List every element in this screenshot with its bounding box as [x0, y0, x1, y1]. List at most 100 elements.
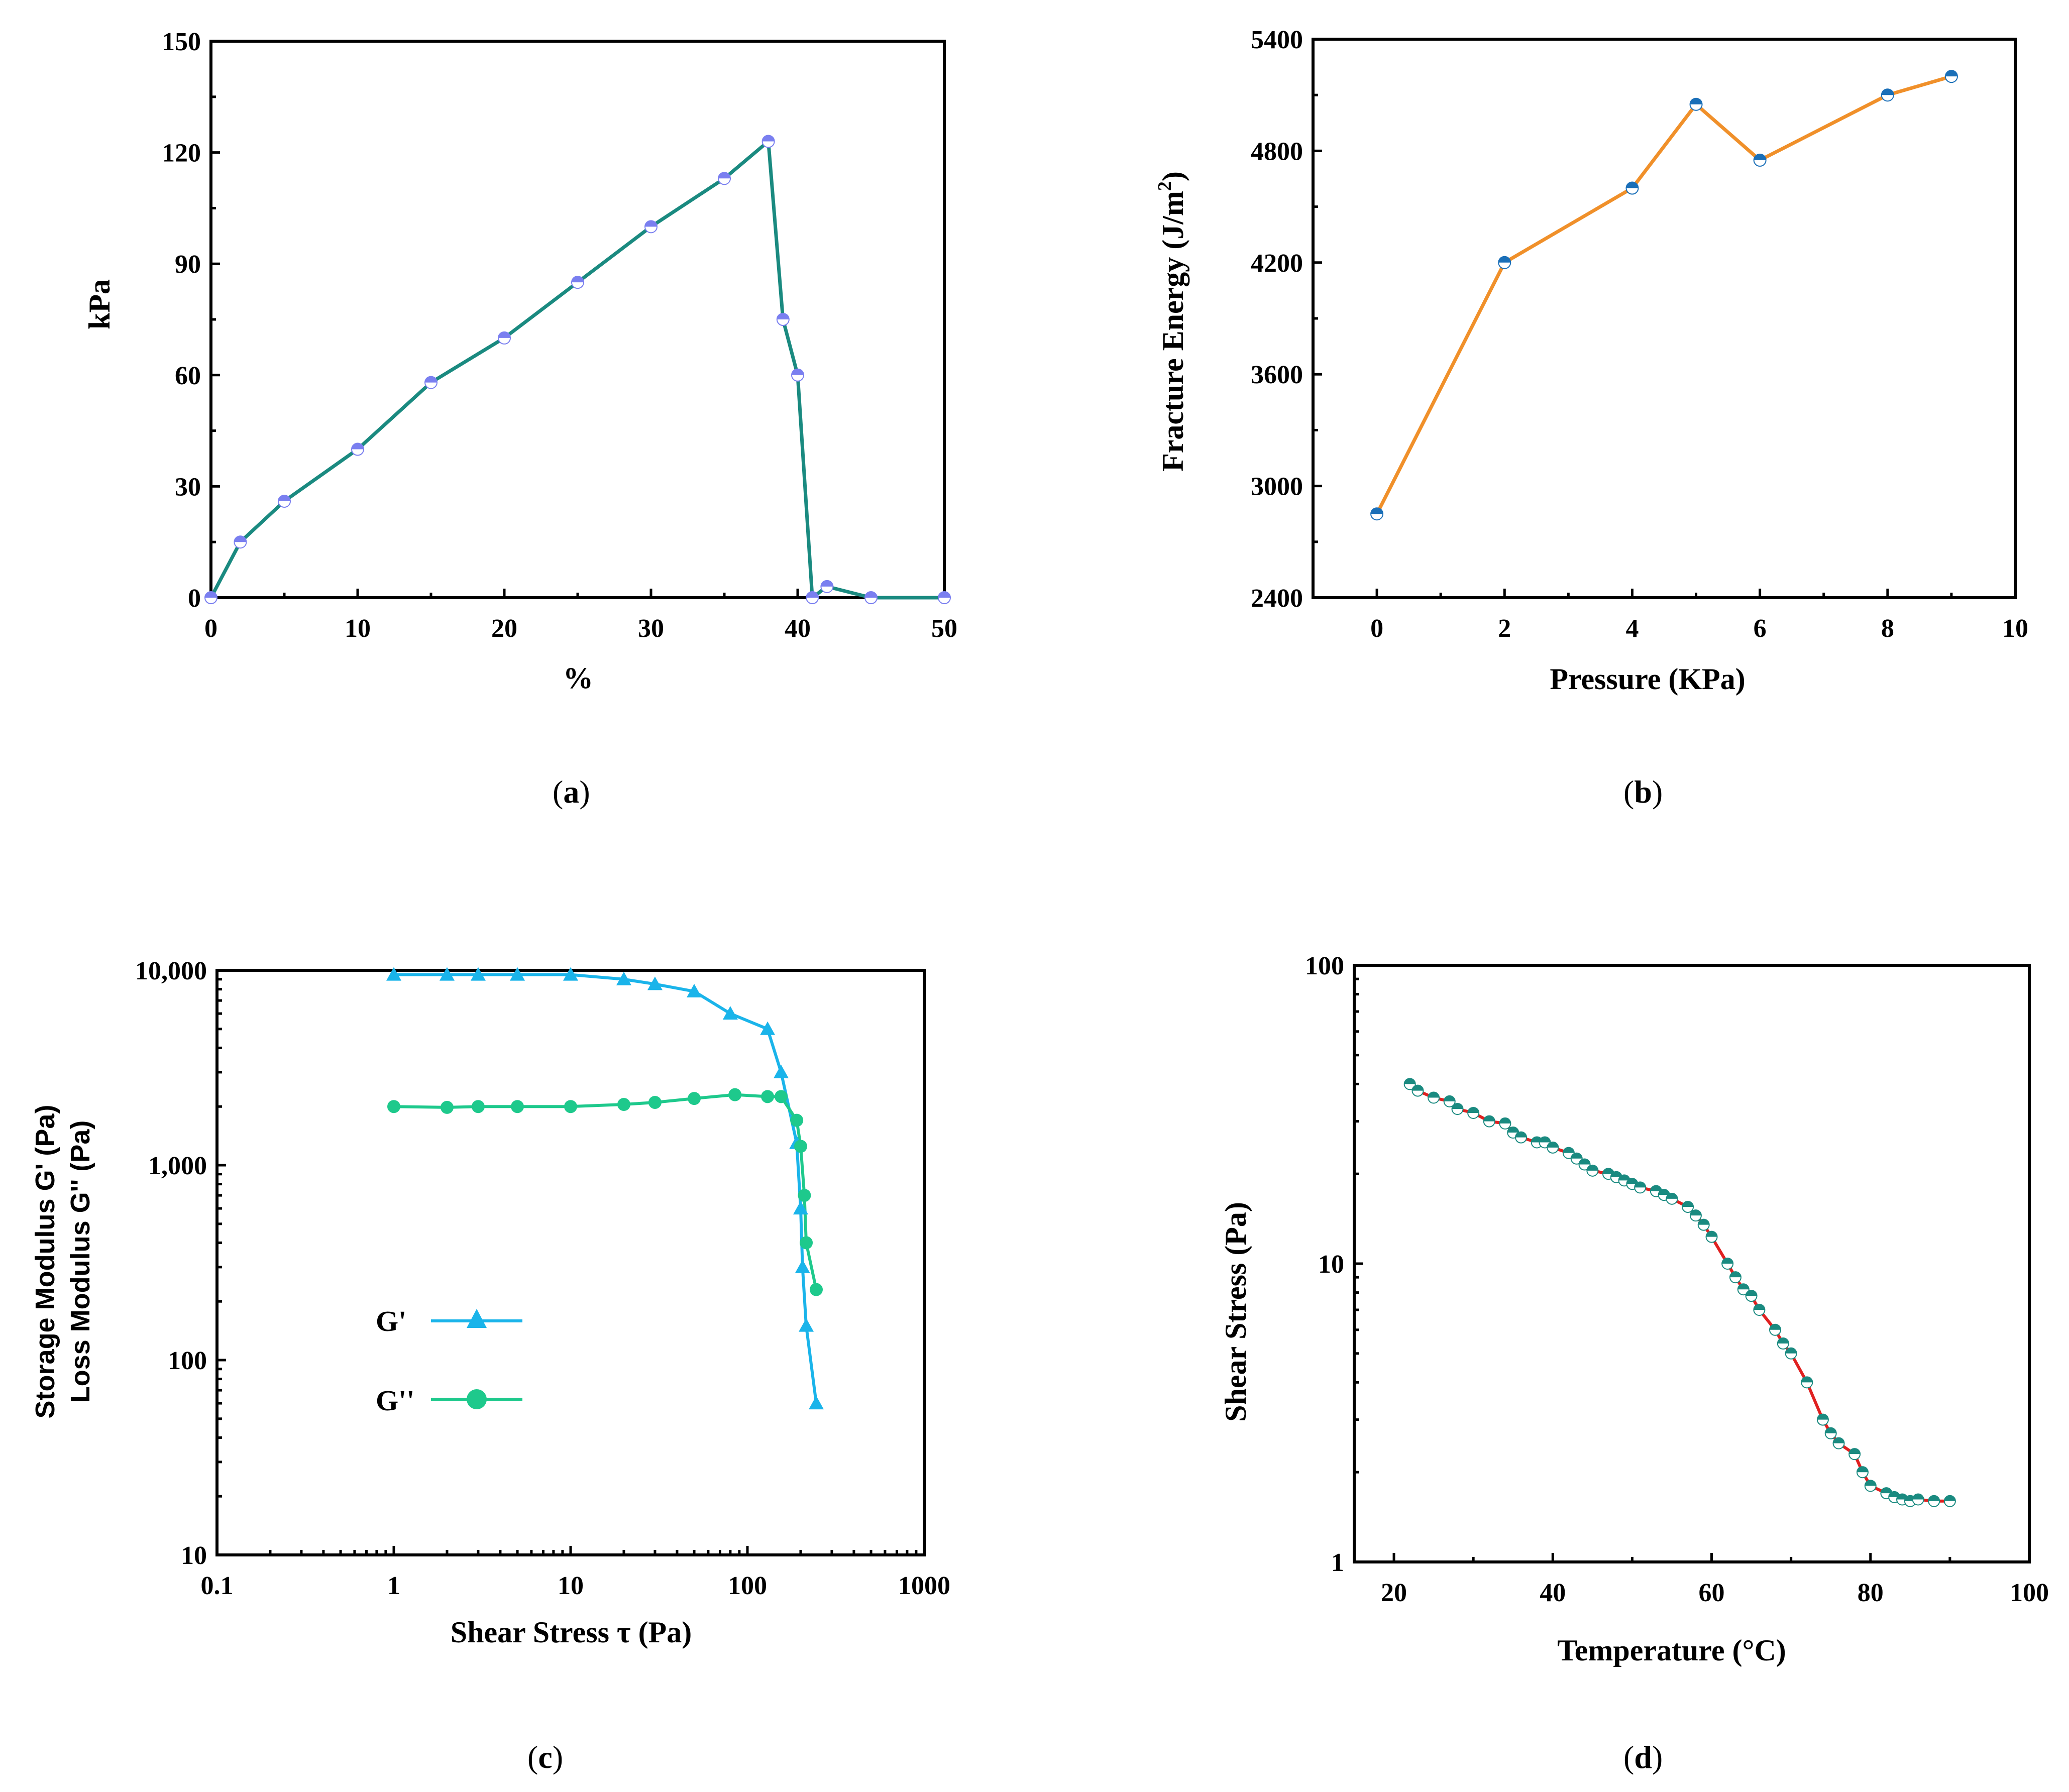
x-tick-label: 40	[1540, 1579, 1566, 1607]
data-point	[1880, 1487, 1893, 1500]
data-point-cap	[1498, 256, 1511, 263]
y-tick-label: 1	[1331, 1548, 1344, 1577]
legend-marker-g-prime	[467, 1309, 487, 1328]
data-point-g-double-prime	[798, 1189, 811, 1202]
data-point-g-double-prime	[564, 1100, 577, 1113]
data-point	[1848, 1448, 1861, 1461]
data-point	[644, 220, 658, 234]
data-point	[1697, 1218, 1710, 1231]
data-point-cap	[1444, 1095, 1455, 1101]
x-tick-label: 60	[1699, 1579, 1725, 1607]
data-point	[1824, 1427, 1837, 1439]
data-point-cap	[1666, 1193, 1678, 1199]
data-point-cap	[1785, 1348, 1797, 1354]
chart-c-panel-label: (c)	[527, 1739, 563, 1775]
chart-b: 0 2 4 6 8 10 2400 3000 3600 4200 4800 5400 Pressure…	[1154, 26, 2028, 810]
y-tick-label: 3000	[1251, 473, 1303, 501]
data-point-cap	[1515, 1132, 1527, 1138]
data-point-cap	[1928, 1495, 1940, 1501]
chart-d-panel-letter: d	[1634, 1739, 1652, 1775]
y-tick-label: 150	[162, 28, 201, 56]
data-point	[1816, 1413, 1829, 1426]
data-point	[1451, 1103, 1464, 1115]
x-tick-label: 10	[558, 1572, 584, 1600]
data-point-cap	[1746, 1290, 1757, 1296]
data-point	[1586, 1164, 1599, 1177]
data-point	[1721, 1258, 1734, 1270]
chart-a: 0 10 20 30 40 50 0 30 60 90 120 150 % kPa (a)	[83, 28, 957, 810]
y-tick-label: 30	[175, 473, 201, 501]
data-point-cap	[1770, 1324, 1781, 1330]
data-point-cap	[1912, 1494, 1924, 1500]
data-point-g-double-prime	[648, 1095, 662, 1109]
data-point	[1483, 1115, 1495, 1128]
data-point-g-prime	[799, 1318, 814, 1332]
data-point-g-double-prime	[511, 1100, 524, 1113]
data-point-g-double-prime	[440, 1100, 454, 1114]
chart-a-ylabel: kPa	[83, 279, 116, 329]
data-point-cap	[1618, 1175, 1630, 1181]
data-point-cap	[1412, 1085, 1424, 1091]
chart-b-ylabel-sup: 2	[1154, 181, 1175, 191]
data-point	[424, 376, 438, 389]
x-tick-label: 8	[1881, 614, 1894, 643]
data-point	[351, 442, 364, 456]
y-tick-label: 2400	[1251, 584, 1303, 613]
data-point	[1682, 1200, 1694, 1213]
chart-d: 20 40 60 80 100 1 10 100 Temperature (°C) Shear…	[1219, 952, 2049, 1775]
data-point-g-double-prime	[471, 1100, 485, 1113]
data-point	[1547, 1141, 1559, 1154]
data-point-g-prime	[647, 976, 663, 990]
data-point-cap	[1881, 89, 1894, 95]
series-line-g-double-prime	[393, 1093, 818, 1290]
data-point-cap	[1881, 1488, 1892, 1494]
data-point-cap	[1626, 1178, 1638, 1184]
x-tick-label: 1	[387, 1572, 400, 1600]
legend-label-g-double-prime: G''	[376, 1384, 414, 1417]
x-tick-label: 20	[1381, 1579, 1407, 1607]
data-point	[820, 580, 834, 593]
data-point-cap	[1499, 1117, 1511, 1124]
chart-b-panel-letter: b	[1634, 774, 1652, 810]
data-point	[1578, 1158, 1591, 1171]
data-point-cap	[1635, 1182, 1646, 1188]
data-point-cap	[792, 369, 804, 375]
series-line-g-prime	[394, 973, 818, 1404]
y-tick-label: 120	[162, 139, 201, 168]
data-point-g-prime	[795, 1259, 810, 1273]
data-point-cap	[278, 495, 290, 501]
data-point	[1801, 1376, 1813, 1389]
data-point-cap	[1690, 1210, 1701, 1216]
data-point-g-double-prime	[688, 1092, 701, 1105]
data-point-g-double-prime	[790, 1113, 804, 1127]
data-point-g-prime	[760, 1021, 776, 1035]
data-point-cap	[1404, 1078, 1415, 1084]
chart-a-xlabel: %	[563, 661, 593, 695]
data-point-g-prime	[722, 1006, 738, 1020]
data-point-cap	[1865, 1480, 1876, 1486]
data-point	[1689, 1209, 1702, 1222]
data-point-cap	[1944, 1495, 1955, 1501]
chart-d-xlabel: Temperature (°C)	[1557, 1634, 1786, 1667]
x-tick-label: 2	[1498, 614, 1511, 643]
data-point-cap	[1729, 1272, 1741, 1278]
y-tick-label: 1,000	[148, 1152, 207, 1180]
data-point-cap	[1571, 1153, 1582, 1159]
data-point	[1498, 256, 1511, 269]
chart-d-plot: 20 40 60 80 100 1 10 100	[1305, 952, 2049, 1607]
chart-c-panel-letter: c	[538, 1739, 552, 1775]
chart-c-xlabel: Shear Stress τ (Pa)	[451, 1616, 692, 1649]
data-point-cap	[1737, 1284, 1749, 1290]
data-point	[204, 591, 217, 604]
data-point	[1403, 1078, 1416, 1090]
data-point-cap	[1682, 1201, 1694, 1207]
chart-b-ylabel: Fracture Energy (J/m2)	[1154, 171, 1189, 472]
data-point	[1689, 97, 1703, 111]
data-point-g-double-prime	[809, 1283, 823, 1296]
data-point	[1856, 1466, 1869, 1479]
data-point-cap	[1468, 1107, 1479, 1113]
data-point-cap	[498, 331, 510, 338]
data-point	[1753, 153, 1767, 167]
x-tick-label: 6	[1754, 614, 1767, 643]
data-point-cap	[1849, 1448, 1861, 1454]
